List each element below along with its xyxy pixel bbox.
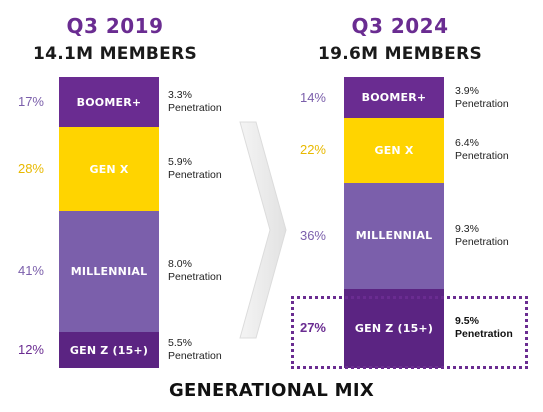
penetration-value: 5.9% [168,156,192,169]
share-label-boomer-0: 17% [17,94,44,110]
penetration-value: 8.0% [168,258,192,271]
chevron-right-icon [239,121,287,339]
penetration-value: 3.9% [455,84,479,97]
penetration-label-boomer-1: 3.9% Penetration [455,85,509,111]
highlight-box-genz-2024 [291,296,528,369]
bar-segment-boomer-1: BOOMER+ [344,77,444,119]
penetration-text: Penetration [455,328,513,341]
penetration-text: Penetration [455,150,509,163]
penetration-value: 3.3% [168,89,192,102]
bar-segment-boomer-0: BOOMER+ [59,77,159,128]
share-label-millennial-1: 36% [299,227,326,243]
bar-segment-millennial-0: MILLENNIAL [59,210,159,333]
penetration-label-millennial-1: 9.3% Penetration [455,223,509,249]
penetration-value: 6.4% [455,137,479,150]
bar-segment-millennial-1: MILLENNIAL [344,182,444,289]
penetration-value: 5.5% [168,337,192,350]
bar-segment-genx-1: GEN X [344,118,444,183]
penetration-text: Penetration [168,271,222,284]
share-label-genx-0: 28% [17,161,44,177]
bar-segment-genx-0: GEN X [59,127,159,211]
share-label-genz-1: 27% [299,320,326,336]
period-label-q3-2019: Q3 2019 [66,14,164,38]
penetration-label-genz-0: 5.5% Penetration [168,337,222,363]
penetration-text: Penetration [168,169,222,182]
penetration-label-boomer-0: 3.3% Penetration [168,89,222,115]
penetration-value: 9.3% [455,222,479,235]
penetration-label-genx-0: 5.9% Penetration [168,156,222,182]
penetration-label-millennial-0: 8.0% Penetration [168,258,222,284]
members-label-q3-2024: 19.6M MEMBERS [317,44,483,64]
penetration-label-genz-1: 9.5% Penetration [455,315,513,341]
penetration-label-genx-1: 6.4% Penetration [455,137,509,163]
penetration-text: Penetration [455,97,509,110]
members-label-q3-2019: 14.1M MEMBERS [32,44,198,64]
penetration-value: 9.5% [455,315,479,328]
bar-segment-genz-0: GEN Z (15+) [59,332,159,368]
penetration-text: Penetration [168,350,222,363]
share-label-genx-1: 22% [299,142,326,158]
chart-title: GENERATIONAL MIX [168,380,375,401]
penetration-text: Penetration [455,235,509,248]
share-label-genz-0: 12% [17,342,44,358]
share-label-boomer-1: 14% [299,89,326,105]
share-label-millennial-0: 41% [17,263,44,279]
period-label-q3-2024: Q3 2024 [351,14,449,38]
bar-segment-genz-1: GEN Z (15+) [344,288,444,368]
penetration-text: Penetration [168,102,222,115]
